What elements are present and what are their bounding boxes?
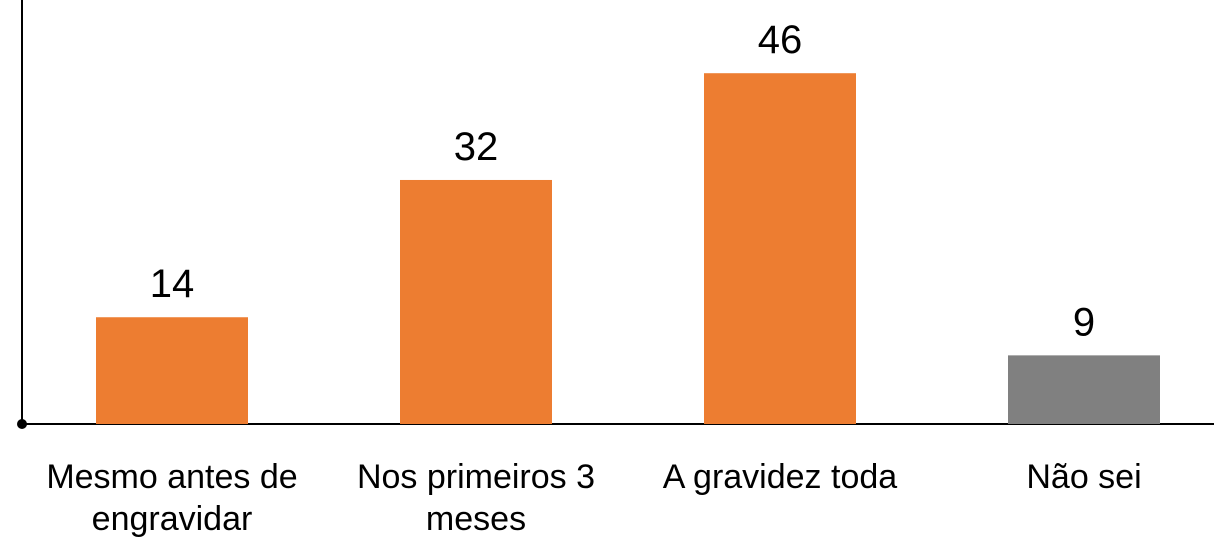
value-label: 14: [150, 262, 195, 306]
bar: [96, 317, 248, 424]
bar: [400, 179, 552, 424]
axis-origin: [17, 419, 27, 429]
category-label: Mesmo antes de engravidar: [46, 458, 298, 538]
category-label: Não sei: [1026, 458, 1142, 496]
value-label: 32: [454, 125, 499, 169]
value-label: 9: [1073, 300, 1095, 344]
category-label: A gravidez toda: [662, 458, 898, 496]
category-label: Nos primeiros 3 meses: [356, 458, 596, 538]
bar: [1008, 355, 1160, 424]
value-label: 46: [758, 18, 803, 62]
bar: [704, 73, 856, 425]
